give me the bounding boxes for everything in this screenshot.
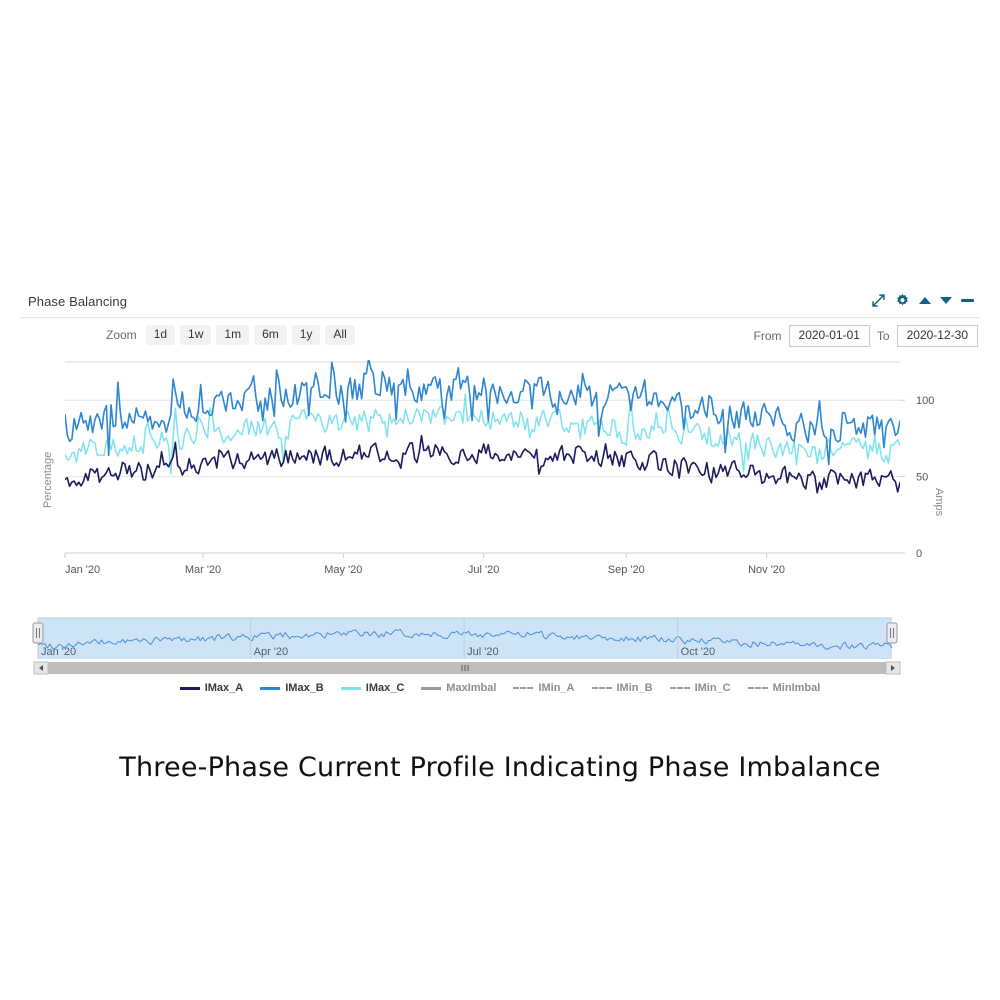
legend-swatch-minimbal (747, 687, 768, 689)
triangle-down-icon[interactable] (940, 297, 952, 304)
legend-item-minimbal[interactable]: MinImbal (747, 682, 821, 694)
legend-swatch-imin_a (513, 687, 534, 689)
scrollbar-grip[interactable] (461, 665, 469, 671)
main-chart[interactable]: Percentage Amps 0 50 100 Jan '20 Mar '20 May … (20, 360, 980, 660)
from-date-input[interactable]: 2020-01-01 (788, 325, 870, 348)
to-date-input[interactable]: 2020-12-30 (896, 325, 978, 348)
phase-balancing-panel: Phase Balancing (20, 290, 980, 710)
x-tick-label: May '20 (324, 564, 362, 576)
y-tick-right: 100 (916, 395, 934, 407)
legend-item-imin_b[interactable]: IMin_B (591, 682, 653, 694)
navigator-x-tick: Jan '20 (41, 646, 76, 658)
legend-label: IMin_A (538, 682, 575, 694)
legend-swatch-maximbal (421, 686, 442, 690)
zoom-button-6m[interactable]: 6m (254, 325, 287, 346)
chart-legend: IMax_A IMax_B IMax_C MaxImbal IMin_A IMin_B IM… (20, 682, 980, 694)
legend-label: IMax_B (285, 682, 324, 694)
x-tick-label: Jan '20 (65, 564, 100, 576)
x-tick-label: Nov '20 (748, 564, 785, 576)
x-tick-label: Jul '20 (468, 564, 499, 576)
to-label: To (876, 329, 890, 344)
gear-icon[interactable] (895, 293, 910, 308)
legend-item-imax_b[interactable]: IMax_B (260, 682, 324, 694)
legend-swatch-imax_a (179, 686, 200, 690)
x-tick-label: Sep '20 (608, 564, 645, 576)
zoom-range-selector: Zoom 1d 1w 1m 6m 1y All (106, 325, 355, 346)
zoom-button-all[interactable]: All (325, 325, 355, 346)
y-tick-right: 50 (916, 472, 928, 484)
scrollbar-left-button[interactable] (33, 661, 49, 675)
legend-label: IMin_B (616, 682, 653, 694)
navigator-x-tick: Apr '20 (254, 646, 289, 658)
y-tick-right: 0 (916, 548, 922, 560)
series-line-imax-c (65, 393, 900, 475)
series-line-imax-a (65, 434, 900, 494)
legend-label: MinImbal (772, 682, 821, 694)
legend-item-imax_a[interactable]: IMax_A (179, 682, 244, 694)
navigator-handle-left[interactable] (32, 622, 44, 644)
chart-navigator[interactable]: Jan '20 Apr '20 Jul '20 Oct '20 (20, 615, 980, 677)
zoom-button-1m[interactable]: 1m (216, 325, 250, 346)
legend-label: IMax_A (204, 682, 244, 694)
legend-swatch-imin_c (669, 687, 690, 689)
triangle-up-icon[interactable] (919, 297, 931, 304)
panel-header: Phase Balancing (20, 290, 980, 318)
legend-swatch-imax_b (260, 686, 281, 690)
series-line-imax-b (65, 360, 900, 466)
legend-label: IMin_C (694, 682, 731, 694)
expand-icon[interactable] (871, 293, 886, 308)
scrollbar-right-button[interactable] (885, 661, 901, 675)
zoom-label: Zoom (106, 328, 137, 343)
y-axis-right-label: Amps (933, 488, 945, 517)
legend-label: IMax_C (365, 682, 405, 694)
navigator-plot[interactable]: Jan '20 Apr '20 Jul '20 Oct '20 (20, 615, 980, 677)
legend-swatch-imin_b (591, 687, 612, 689)
legend-swatch-imax_c (340, 686, 361, 690)
navigator-x-tick: Oct '20 (681, 646, 716, 658)
figure-caption: Three-Phase Current Profile Indicating P… (119, 752, 881, 783)
x-tick-label: Mar '20 (185, 564, 221, 576)
zoom-button-1d[interactable]: 1d (145, 325, 176, 346)
zoom-button-1y[interactable]: 1y (291, 325, 321, 346)
panel-controls (871, 293, 974, 308)
legend-item-imin_c[interactable]: IMin_C (669, 682, 731, 694)
legend-item-imin_a[interactable]: IMin_A (513, 682, 575, 694)
page-title: Phase Balancing (28, 294, 128, 309)
legend-item-maximbal[interactable]: MaxImbal (421, 682, 496, 694)
navigator-x-tick: Jul '20 (467, 646, 498, 658)
navigator-series (37, 628, 893, 650)
from-label: From (753, 329, 782, 344)
minimize-icon[interactable] (961, 299, 974, 302)
y-axis-left-label: Percentage (42, 451, 54, 508)
navigator-handle-right[interactable] (886, 622, 898, 644)
chart-plot-area[interactable]: 0 50 100 Jan '20 Mar '20 May '20 Jul '20 Sep '2… (20, 360, 980, 660)
date-range-controls: From 2020-01-01 To 2020-12-30 (753, 325, 978, 348)
legend-label: MaxImbal (446, 682, 497, 694)
zoom-button-1w[interactable]: 1w (180, 325, 212, 346)
chart-toolbar: Zoom 1d 1w 1m 6m 1y All From 2020-01-01 … (20, 323, 980, 353)
legend-item-imax_c[interactable]: IMax_C (340, 682, 405, 694)
